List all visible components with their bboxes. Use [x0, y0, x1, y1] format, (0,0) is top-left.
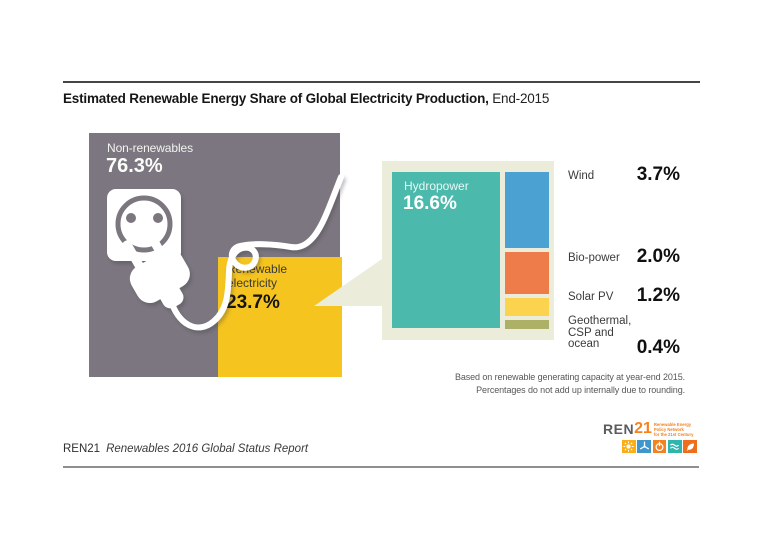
bioenergy-icon: [652, 440, 667, 454]
sun-icon: [622, 440, 636, 454]
geothermal-value: 0.4%: [636, 337, 680, 358]
hydropower-label: Hydropower: [404, 179, 469, 193]
hydropower-block: Hydropower 16.6%: [392, 172, 500, 328]
page-title-bold: Estimated Renewable Energy Share of Glob…: [63, 91, 489, 106]
footnote-line1: Based on renewable generating capacity a…: [454, 372, 685, 382]
page-title-regular: End-2015: [488, 91, 550, 106]
source-caption: REN21 Renewables 2016 Global Status Repor…: [63, 443, 308, 455]
geothermal-hand-icon: [683, 440, 697, 454]
biopower-label: Bio-power: [568, 252, 620, 264]
hydropower-value: 16.6%: [403, 193, 457, 214]
solar-pv-value: 1.2%: [636, 285, 680, 306]
bottom-divider: [63, 466, 699, 468]
logo-tagline: Renewable Energy Policy Network for the …: [653, 422, 694, 437]
top-divider: [63, 81, 700, 83]
logo-ren-text: REN: [603, 421, 635, 437]
wind-label: Wind: [568, 170, 595, 182]
ren21-logo: REN 21 Renewable Energy Policy Network fo…: [603, 420, 703, 454]
wind-bar: [505, 172, 549, 248]
plug-socket-illustration: [107, 174, 344, 331]
wind-turbine-icon: [637, 440, 652, 454]
biopower-value: 2.0%: [636, 246, 680, 267]
geothermal-bar: [505, 320, 549, 329]
page-title: Estimated Renewable Energy Share of Glob…: [63, 91, 549, 106]
solar-pv-label: Solar PV: [568, 291, 614, 303]
source-report-title: Renewables 2016 Global Status Report: [106, 443, 309, 455]
power-plug-icon: [122, 227, 190, 309]
footnote: Based on renewable generating capacity a…: [380, 371, 685, 397]
logo-tiles: [622, 440, 703, 454]
non-renewables-label: Non-renewables: [107, 141, 193, 155]
footnote-line2: Percentages do not add up internally due…: [476, 385, 685, 395]
renewable-electricity-value: 23.7%: [226, 292, 280, 313]
non-renewables-value: 76.3%: [106, 155, 163, 177]
renewable-electricity-box: Renewable electricity 23.7%: [218, 257, 342, 377]
biopower-bar: [505, 252, 549, 294]
solar-pv-bar: [505, 298, 549, 316]
breakdown-panel: Hydropower 16.6%: [382, 161, 554, 340]
power-cord: [168, 174, 344, 331]
source-prefix: REN21: [63, 443, 101, 455]
geothermal-label: Geothermal, CSP and ocean: [568, 315, 632, 350]
wind-value: 3.7%: [636, 164, 680, 185]
logo-21-text: 21: [634, 420, 652, 437]
callout-wedge: [314, 259, 382, 306]
ocean-energy-icon: [667, 440, 682, 454]
